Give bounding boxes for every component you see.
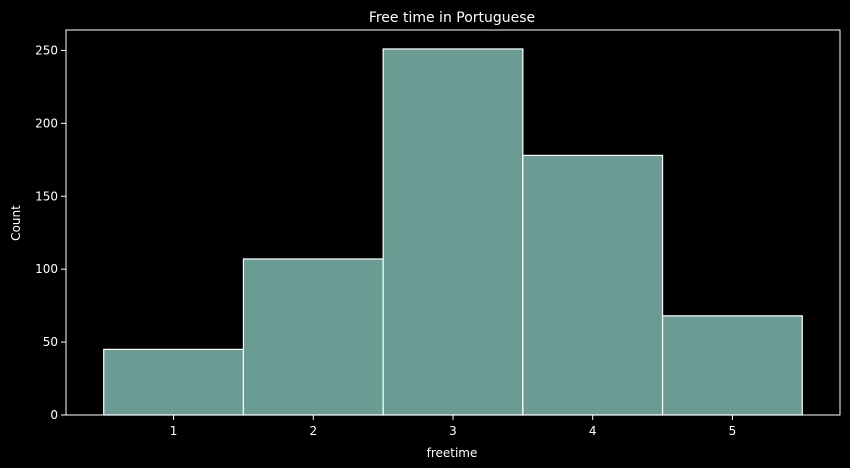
x-tick-label: 5 <box>729 424 737 438</box>
y-axis-title: Count <box>9 205 23 241</box>
y-tick-label: 250 <box>35 43 58 57</box>
y-tick-label: 200 <box>35 116 58 130</box>
bar-5 <box>661 315 803 416</box>
y-tick-label: 100 <box>35 262 58 276</box>
bar-1 <box>103 348 245 416</box>
x-tick-label: 2 <box>309 424 317 438</box>
y-tick-label: 50 <box>43 335 58 349</box>
bar-4 <box>522 154 664 416</box>
bar-2 <box>242 258 384 416</box>
x-axis-ticks: 1 2 3 4 5 <box>170 415 736 438</box>
x-tick-label: 1 <box>170 424 178 438</box>
y-axis-ticks: 0 50 100 150 200 250 <box>35 43 66 422</box>
y-tick-label: 150 <box>35 189 58 203</box>
x-tick-label: 3 <box>449 424 457 438</box>
plot-frame <box>65 29 841 416</box>
bars-group <box>103 48 803 416</box>
chart-title: Free time in Portuguese <box>369 10 535 26</box>
x-axis-title: freetime <box>427 446 478 460</box>
y-tick-label: 0 <box>50 408 58 422</box>
bar-3 <box>382 48 524 416</box>
x-tick-label: 4 <box>589 424 597 438</box>
